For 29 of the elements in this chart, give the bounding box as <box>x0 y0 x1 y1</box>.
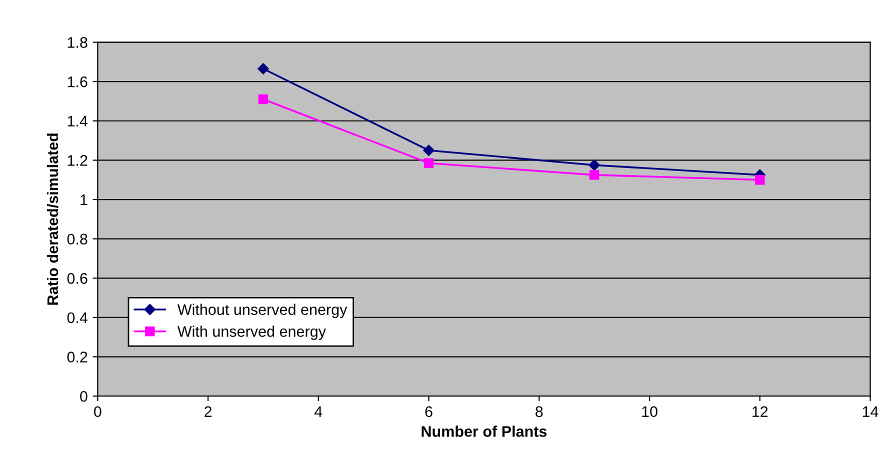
y-tick-label: 0 <box>80 390 88 402</box>
point <box>423 144 434 156</box>
x-axis-title: Number of Plants <box>422 426 547 437</box>
x-tick-label: 8 <box>536 406 543 418</box>
point <box>258 94 268 104</box>
x-tick-label: 14 <box>862 406 878 417</box>
point <box>755 174 765 185</box>
point <box>588 160 600 171</box>
point <box>258 63 269 74</box>
x-tick-label: 2 <box>204 406 212 417</box>
x-tick-label: 10 <box>642 406 658 418</box>
x-tick-label: 0 <box>94 406 102 418</box>
x-tick-label: 12 <box>752 406 768 417</box>
x-tick-label: 4 <box>314 406 322 417</box>
y-tick-label: 0.4 <box>67 312 88 324</box>
y-tick-label: 0.2 <box>67 352 88 362</box>
y-tick-label: 0.6 <box>67 273 88 284</box>
y-tick-label: 1.2 <box>68 155 88 166</box>
y-axis-title: Ratio derated/simulated <box>46 134 58 305</box>
y-tick-label: 1.4 <box>68 116 88 126</box>
point <box>589 170 600 180</box>
y-tick-label: 1 <box>80 194 88 206</box>
y-tick-label: 1.6 <box>68 76 88 88</box>
y-tick-label: 1.8 <box>68 37 88 48</box>
legend-label: Without unserved energy <box>177 304 348 318</box>
x-tick-label: 6 <box>425 406 432 418</box>
point <box>424 158 434 168</box>
y-tick-label: 0.8 <box>67 234 88 245</box>
legend-label: With unserved energy <box>177 326 326 340</box>
